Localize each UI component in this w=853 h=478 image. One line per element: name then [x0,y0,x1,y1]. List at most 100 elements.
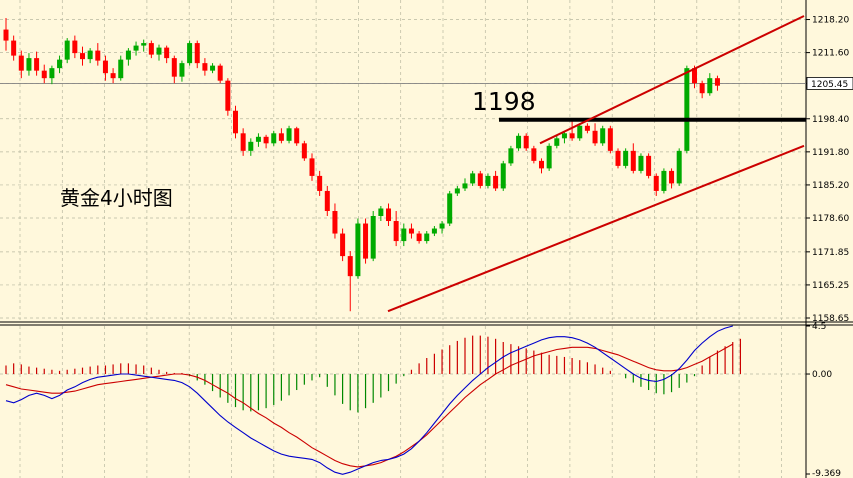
candle [447,190,453,227]
candle [64,38,70,64]
candle [500,160,506,191]
candle [133,41,139,56]
candle-body [493,175,499,189]
candle-body [179,63,185,77]
candle-body [386,208,391,222]
candle [523,133,529,151]
candle [87,48,93,64]
candle [416,231,422,244]
candle-body [332,210,338,234]
candle [171,55,177,84]
candle [317,170,323,196]
candle-body [317,175,323,191]
candle [477,170,483,189]
candle-body [118,59,124,79]
candle-body [156,47,162,55]
candle [623,148,629,169]
price-pane [0,18,806,312]
candle-body [72,40,78,54]
candle [485,173,491,189]
candle-body [600,128,606,144]
candle-body [370,216,376,259]
candle [248,138,254,156]
candle-body [424,233,430,242]
candle [386,203,391,227]
candle-body [340,233,346,257]
candle-body [470,173,476,184]
candle [49,65,55,85]
candle [539,158,544,174]
candle [638,153,644,174]
candle-body [485,175,491,186]
candle-body [408,228,414,234]
level-1198-label: 1198 [472,87,536,116]
price-tick-label: 1211.60 [812,49,849,59]
candle [554,135,560,149]
candle-body [630,150,636,171]
price-tick-label: 1191.80 [812,148,849,158]
candle [592,123,598,146]
candle [508,145,514,166]
candle-body [638,155,644,171]
candle [324,185,330,217]
candle-body [202,63,208,71]
macd-signal-line [5,343,734,468]
candle [233,105,238,139]
candle [462,178,468,191]
candle [263,134,269,149]
macd-line [5,325,733,475]
candle [676,148,682,186]
candle [255,133,261,147]
candle [569,120,575,141]
candle-body [546,145,552,169]
candle-body [401,228,407,242]
candle [26,53,32,76]
candle [516,133,522,151]
candle [301,140,307,161]
candle [661,168,667,194]
candle-body [240,133,246,151]
candle-body [500,163,506,189]
candle [600,125,606,146]
candle [546,143,552,171]
candle-body [34,58,40,71]
candle [370,210,376,262]
candle [577,123,583,141]
candle-body [194,43,200,64]
candle-body [623,150,629,166]
candle [294,126,300,146]
candle-body [18,55,24,71]
candle [110,68,116,84]
candle [493,170,499,191]
candle [3,18,9,51]
candle [615,148,621,169]
candle [164,45,170,64]
candle-body [41,70,47,79]
candle-body [301,143,307,159]
candle-body [531,148,537,161]
candle [72,35,78,59]
candle-body [592,130,598,144]
candle-body [187,43,193,64]
candle-body [707,78,713,94]
candle-body [57,59,63,69]
candle-body [684,68,690,151]
candle-body [669,170,675,184]
macd-pane [5,325,742,475]
candle-body [210,65,216,71]
candle-body [110,73,116,79]
candle [156,44,162,61]
candle-body [477,173,483,186]
candle [347,251,353,312]
price-tick-label: 1165.25 [812,281,849,291]
candle [431,226,437,237]
candle-body [646,155,652,176]
candle-body [164,47,170,59]
annotations: 1198 黄金4小时图 [60,15,806,313]
candle-body [393,221,399,242]
candle [355,218,361,279]
candle-body [615,150,621,166]
candle-body [714,78,720,86]
candle [141,39,147,52]
